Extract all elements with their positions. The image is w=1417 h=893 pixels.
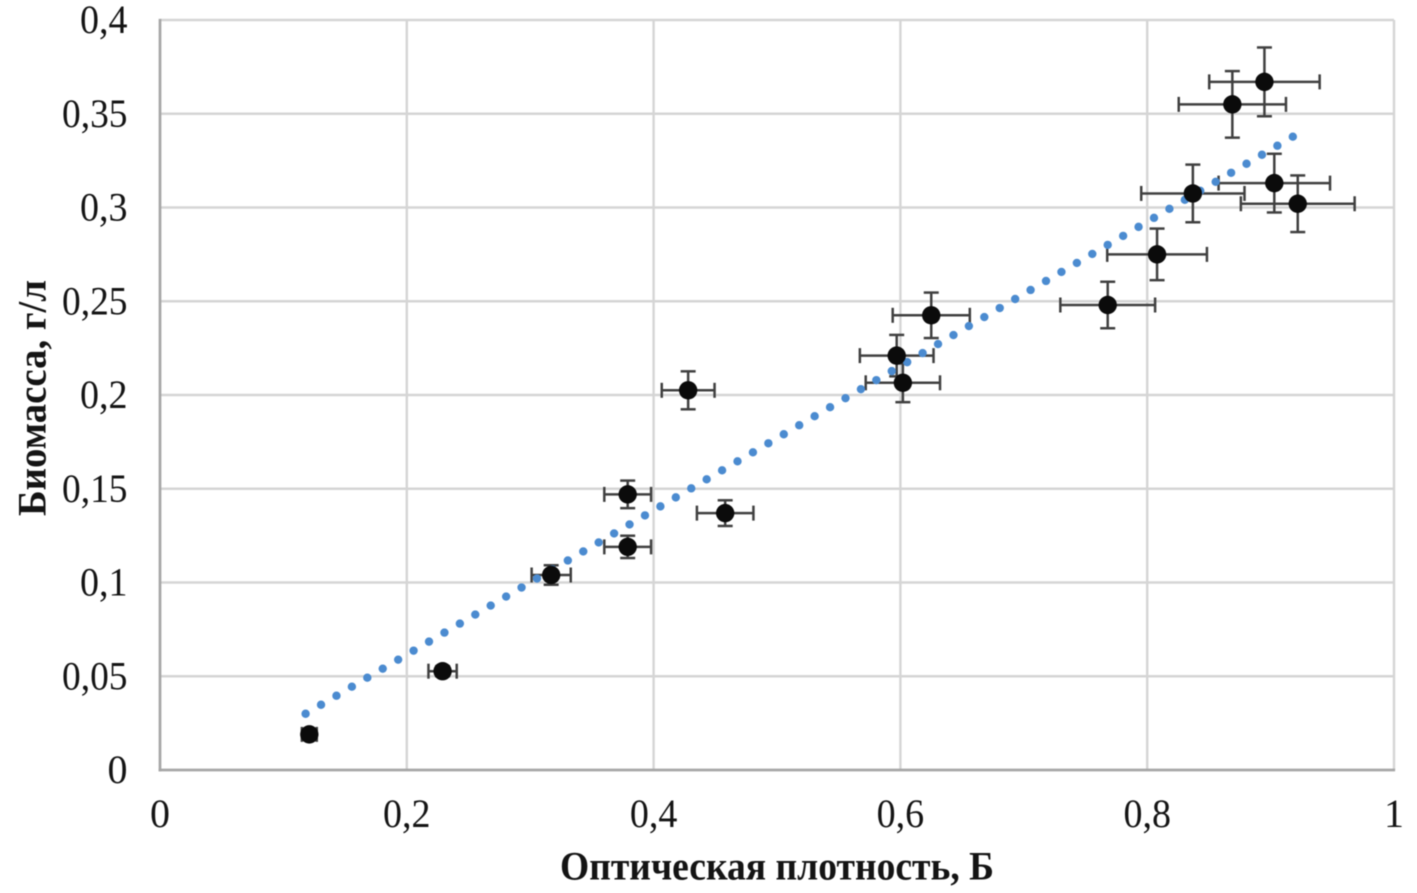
svg-text:0,6: 0,6 [877, 791, 925, 836]
svg-text:0,2: 0,2 [383, 791, 431, 836]
svg-text:0: 0 [150, 791, 170, 836]
svg-text:0,2: 0,2 [80, 372, 128, 417]
svg-text:0,25: 0,25 [62, 278, 128, 323]
svg-text:0,4: 0,4 [80, 0, 128, 42]
svg-text:0,8: 0,8 [1123, 791, 1171, 836]
svg-text:Оптическая плотность, Б: Оптическая плотность, Б [560, 844, 994, 889]
svg-text:0,4: 0,4 [630, 791, 678, 836]
svg-text:1: 1 [1384, 791, 1404, 836]
svg-text:0,35: 0,35 [62, 91, 128, 136]
svg-text:0: 0 [108, 747, 128, 792]
svg-text:0,3: 0,3 [80, 185, 128, 230]
svg-text:0,1: 0,1 [80, 560, 128, 605]
svg-text:0,05: 0,05 [62, 653, 128, 698]
svg-text:0,15: 0,15 [62, 466, 128, 511]
svg-text:Биомасса, г/л: Биомасса, г/л [10, 280, 55, 516]
